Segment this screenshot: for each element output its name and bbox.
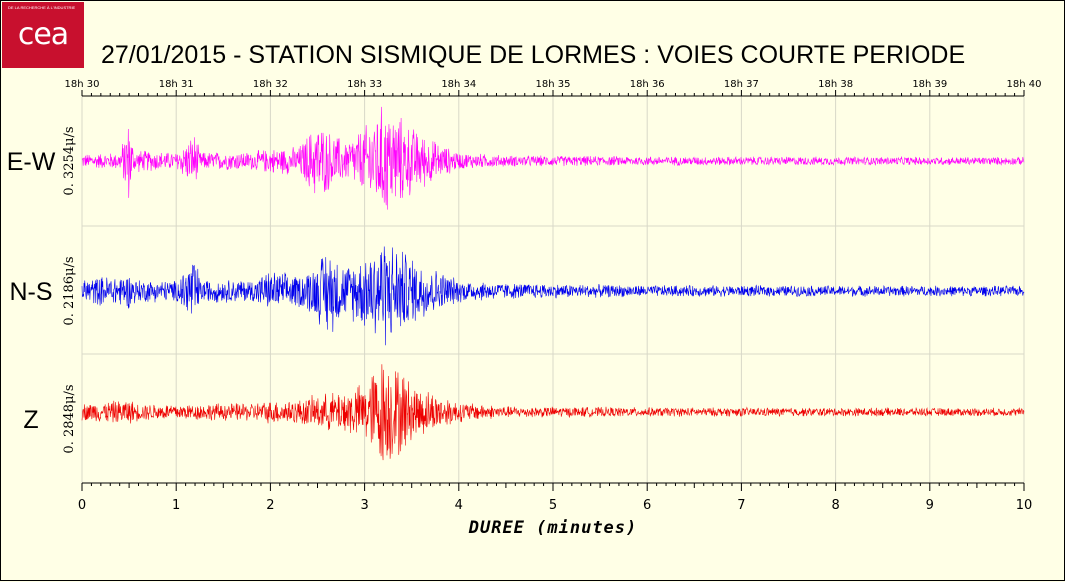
amplitude-label: 0. 3254μ/s xyxy=(62,126,77,195)
x-axis-tick-label: 3 xyxy=(360,498,368,513)
channel-label: E-W xyxy=(7,148,56,176)
x-axis-tick-label: 5 xyxy=(549,498,557,513)
logo-tagline: DE LA RECHERCHE À L'INDUSTRIE xyxy=(8,5,76,10)
top-axis-tick-label: 18h 38 xyxy=(818,79,853,90)
x-axis-tick-label: 1 xyxy=(172,498,180,513)
top-axis-tick-label: 18h 33 xyxy=(347,79,382,90)
logo-wordmark: cea xyxy=(17,17,69,52)
top-axis-tick-label: 18h 32 xyxy=(253,79,288,90)
top-axis-tick-label: 18h 34 xyxy=(441,79,476,90)
x-axis-tick-label: 7 xyxy=(737,498,745,513)
cea-logo: DE LA RECHERCHE À L'INDUSTRIE cea xyxy=(2,2,84,68)
trace-ns xyxy=(81,246,1025,346)
top-axis-tick-label: 18h 31 xyxy=(159,79,194,90)
x-axis-tick-label: 8 xyxy=(831,498,839,513)
x-axis-tick-label: 2 xyxy=(266,498,274,513)
amplitude-label: 0. 2186μ/s xyxy=(62,256,77,325)
top-axis-tick-label: 18h 36 xyxy=(630,79,665,90)
x-axis-tick-label: 6 xyxy=(643,498,651,513)
x-axis-label: DUREE (minutes) xyxy=(468,518,638,538)
trace-z xyxy=(81,364,1025,461)
x-axis-tick-label: 0 xyxy=(78,498,86,513)
trace-ew xyxy=(81,106,1025,210)
top-axis-tick-label: 18h 35 xyxy=(536,79,571,90)
x-axis-tick-label: 4 xyxy=(455,498,463,513)
x-axis-tick-label: 10 xyxy=(1016,498,1033,513)
channel-label: N-S xyxy=(9,278,52,306)
top-axis-tick-label: 18h 40 xyxy=(1007,79,1042,90)
top-axis-tick-label: 18h 39 xyxy=(912,79,947,90)
x-axis-tick-label: 9 xyxy=(926,498,934,513)
chart-title: 27/01/2015 - STATION SISMIQUE DE LORMES … xyxy=(101,41,966,69)
amplitude-label: 0. 2848μ/s xyxy=(62,384,77,453)
top-axis-tick-label: 18h 37 xyxy=(724,79,759,90)
top-axis-tick-label: 18h 30 xyxy=(65,79,100,90)
channel-label: Z xyxy=(23,406,38,434)
